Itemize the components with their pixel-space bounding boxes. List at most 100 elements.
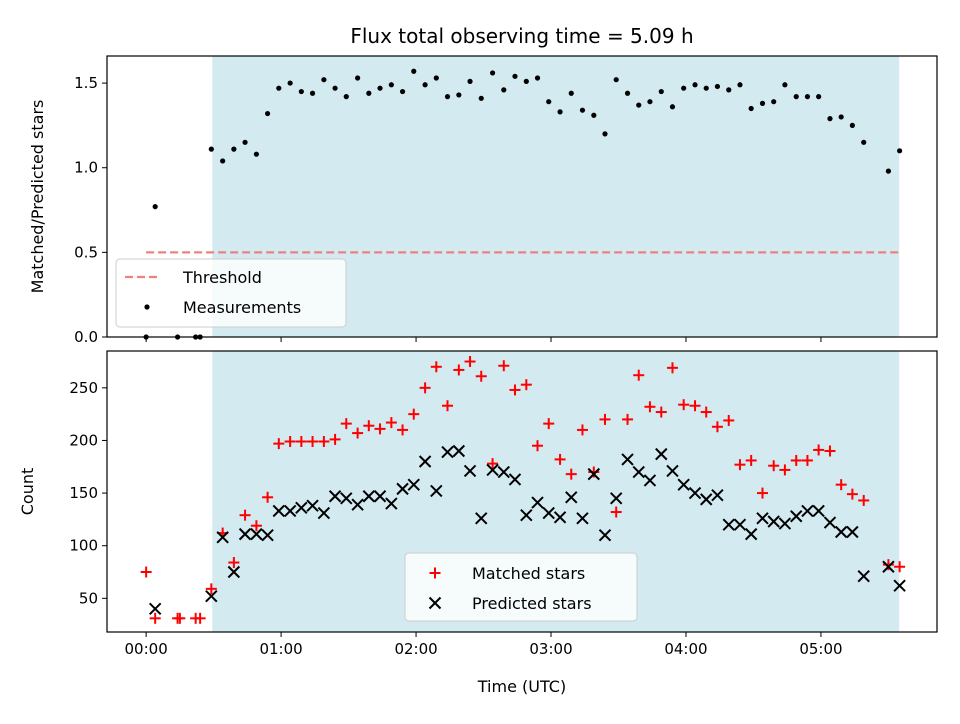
measurement-point	[388, 82, 394, 88]
predicted-star-point	[283, 504, 297, 518]
measurement-point	[748, 105, 754, 112]
matched-star-point	[149, 612, 161, 624]
measurement-point	[816, 94, 822, 100]
measurement-point	[681, 85, 687, 91]
matched-star-point	[666, 362, 678, 374]
y-tick-label: 0.5	[74, 243, 98, 261]
matched-star-point	[801, 454, 813, 466]
measurement-point	[624, 90, 631, 96]
matched-star-point	[205, 583, 217, 595]
y-tick-label: 250	[69, 379, 98, 397]
predicted-star-point	[148, 602, 162, 616]
matched-star-point	[498, 360, 510, 372]
matched-star-point	[464, 356, 476, 368]
ratio-legend-box	[115, 258, 347, 328]
measurement-point	[220, 158, 226, 164]
measurement-point	[849, 122, 855, 129]
matched-star-point	[363, 420, 375, 432]
matched-star-point	[689, 400, 701, 412]
predicted-star-point	[857, 570, 870, 583]
matched-star-point	[779, 464, 791, 476]
predicted-star-point	[238, 527, 252, 541]
measurement-point	[726, 87, 732, 93]
predicted-star-point	[711, 488, 724, 502]
predicted-star-point	[834, 525, 848, 539]
matched-star-point	[745, 454, 757, 466]
matched-star-point	[599, 413, 611, 425]
measurement-point	[253, 151, 259, 157]
measurement-point	[343, 94, 349, 100]
predicted-star-point	[227, 565, 241, 579]
matched-star-point	[723, 414, 735, 426]
predicted-star-point	[351, 498, 364, 511]
measurement-point	[208, 146, 214, 152]
measurement-point	[861, 139, 867, 145]
ratio-legend: Threshold Measurements	[115, 258, 347, 328]
count-panel: 00:00 01:00 02:00 03:00 04:00 05:00 50 100 150 20…	[18, 350, 938, 696]
matched-star-point	[194, 612, 206, 624]
measurement-point	[602, 131, 608, 137]
matched-star-point	[352, 427, 364, 439]
y-tick-label: 1.0	[74, 159, 98, 177]
predicted-star-point	[373, 490, 387, 503]
predicted-star-point	[688, 486, 702, 500]
matched-star-point	[734, 459, 746, 471]
matched-star-point	[174, 612, 186, 624]
predicted-star-point	[396, 482, 409, 496]
measurement-point	[456, 92, 462, 98]
predicted-star-point	[205, 590, 218, 603]
matched-star-point	[644, 401, 656, 413]
matched-star-point	[532, 440, 544, 452]
measurement-point	[366, 90, 372, 96]
count-axis-ticks: 00:00 01:00 02:00 03:00 04:00 05:00 50 100 150 20…	[69, 379, 842, 658]
matched-star-point	[882, 559, 894, 571]
count-axes-frame	[106, 350, 938, 633]
predicted-star-point	[250, 527, 263, 541]
predicted-stars-legend-swatch	[428, 596, 442, 610]
predicted-star-point	[385, 497, 398, 510]
measurement-point	[636, 102, 642, 108]
measurement-point	[231, 146, 237, 152]
predicted-star-point	[463, 464, 477, 478]
measurement-point	[692, 82, 698, 88]
measurement-point	[444, 94, 451, 100]
threshold-legend-label: Threshold	[182, 268, 262, 287]
predicted-star-point	[565, 491, 578, 504]
ratio-marks	[143, 68, 903, 340]
ratio-axis-ticks: 0.0 0.5 1.0 1.5	[74, 74, 822, 346]
predicted-star-point	[306, 499, 319, 512]
measurement-point	[377, 85, 383, 91]
predicted-star-point	[756, 512, 769, 525]
y-tick-label: 150	[69, 484, 98, 502]
predicted-star-point	[553, 511, 567, 524]
matched-star-point	[374, 423, 386, 435]
chart-title: Flux total observing time = 5.09 h	[350, 24, 693, 48]
ratio-panel: 0.0 0.5 1.0 1.5 Matched/Predicted stars Thr…	[28, 55, 938, 346]
matched-stars-legend-marker	[429, 567, 441, 579]
predicted-star-point	[520, 508, 533, 522]
matched-star-point	[273, 438, 285, 450]
predicted-star-point	[666, 464, 679, 478]
y-tick-label: 100	[69, 537, 98, 555]
predicted-star-point	[531, 496, 544, 509]
predicted-star-point	[430, 484, 443, 498]
measurement-point	[591, 112, 597, 118]
measurement-point	[478, 95, 484, 101]
matched-star-point	[622, 413, 634, 425]
measurement-point	[287, 80, 293, 86]
predicted-star-point	[576, 512, 589, 525]
matched-star-point	[419, 382, 431, 394]
matched-star-point	[858, 494, 870, 506]
matched-star-point	[284, 436, 296, 448]
predicted-star-point	[418, 455, 432, 468]
measurement-point	[838, 114, 844, 120]
measurement-point	[355, 75, 361, 81]
predicted-star-point	[452, 444, 466, 458]
measurement-point	[804, 94, 811, 100]
predicted-star-point	[475, 512, 488, 525]
x-tick-label: 05:00	[799, 640, 842, 658]
predicted-star-point	[362, 490, 376, 503]
matched-star-point	[239, 509, 251, 521]
predicted-star-point	[328, 490, 342, 503]
